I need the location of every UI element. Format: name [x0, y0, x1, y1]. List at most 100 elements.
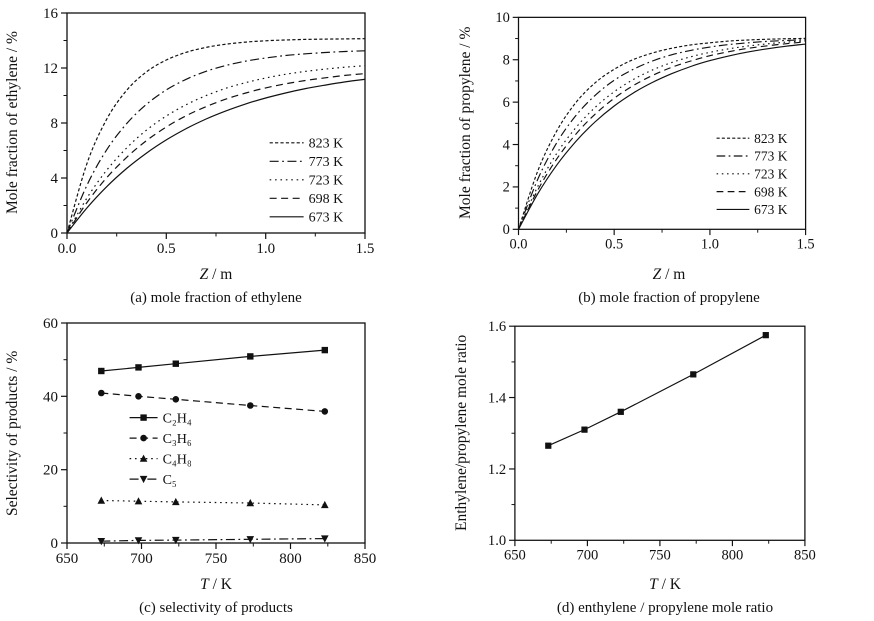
data-point-marker — [545, 442, 552, 449]
x-tick-label: 700 — [576, 548, 598, 564]
x-tick-label: 800 — [279, 551, 302, 567]
data-point-marker — [581, 426, 588, 433]
series-line-823 K — [66, 38, 366, 234]
chart-canvas-d: 650 700 750 800 850 1.0 1.2 1.4 1.6 — [488, 319, 816, 564]
data-point-marker — [247, 402, 254, 409]
panel-d: Enthylene/propylene mole ratio 650 700 750… — [437, 310, 874, 621]
data-point-marker — [172, 360, 179, 367]
series-line-Enthylene/propylene mole ratio — [548, 334, 767, 447]
data-point-marker — [321, 500, 329, 509]
y-tick-label: 2 — [503, 180, 510, 196]
series-line-773 K — [66, 50, 366, 234]
data-point-marker — [97, 538, 106, 546]
panel-caption-c: (c) selectivity of products — [139, 600, 293, 616]
y-axis-label-a: Mole fraction of ethylene / % — [4, 31, 21, 215]
x-tick-label: 800 — [721, 548, 743, 564]
series-line-823 K — [517, 37, 806, 230]
y-tick-label: 4 — [51, 171, 59, 187]
chart-canvas-c: 650 700 750 800 850 0 20 40 60 C₂H₄ C₃H₆ C₄H₈ C₅ — [43, 316, 377, 567]
y-tick-label: 4 — [503, 137, 510, 153]
y-tick-label: 40 — [43, 389, 58, 405]
data-point-marker — [98, 367, 105, 375]
data-point-marker — [247, 353, 254, 360]
panel-c: Selectivity of products / % 650 700 750 800… — [0, 310, 437, 621]
data-point-marker — [321, 408, 329, 415]
legend-marker — [140, 414, 147, 421]
x-axis-unit-c: / K — [208, 576, 232, 593]
legend: 823 K 773 K 723 K 698 K 673 K — [269, 137, 344, 226]
x-tick-label: 1.5 — [797, 237, 815, 253]
y-tick-label: 0 — [51, 536, 59, 552]
data-point-marker — [172, 396, 180, 403]
x-axis-label-a: Z / m — [67, 264, 365, 285]
y-tick-label: 12 — [43, 61, 58, 77]
series-line-C₃H₆ — [101, 392, 325, 412]
legend-label: 723 K — [754, 166, 788, 181]
data-point-marker — [246, 499, 255, 507]
y-tick-label: 8 — [51, 116, 59, 132]
x-tick-label: 650 — [504, 548, 526, 564]
plot-frame — [514, 325, 806, 541]
legend-label: 723 K — [309, 174, 344, 189]
series-line-723 K — [66, 65, 366, 234]
y-axis-label-b: Mole fraction of propylene / % — [457, 26, 474, 220]
x-axis-label-b: Z / m — [520, 264, 818, 285]
x-tick-label: 0.0 — [509, 237, 527, 253]
legend-label: C₃H₆ — [163, 432, 192, 447]
y-tick-label: 10 — [495, 10, 509, 26]
legend-label: 773 K — [309, 155, 344, 170]
y-tick-label: 1.0 — [488, 533, 506, 549]
panel-caption-a: (a) mole fraction of ethylene — [130, 290, 302, 306]
y-tick-label: 6 — [503, 95, 510, 111]
legend-label: C₄H₈ — [163, 452, 192, 467]
legend-label: C₂H₄ — [163, 411, 192, 426]
x-axis-unit-b: / m — [661, 266, 686, 283]
x-tick-label: 700 — [130, 551, 153, 567]
data-point-marker — [690, 371, 697, 378]
legend-label: 698 K — [754, 184, 788, 199]
x-axis-unit-a: / m — [208, 266, 233, 283]
panel-b-plot-row: Mole fraction of propylene / % 0.0 0.5 1.0… — [453, 0, 874, 264]
series-line-673 K — [66, 78, 366, 234]
y-tick-label: 8 — [503, 53, 510, 69]
legend-label: 773 K — [754, 149, 788, 164]
x-tick-label: 0.5 — [605, 237, 623, 253]
x-tick-label: 850 — [354, 551, 377, 567]
x-axis-unit-d: / K — [657, 576, 681, 593]
legend-label: 823 K — [754, 131, 788, 146]
x-tick-label: 0.0 — [58, 241, 77, 257]
x-axis-variable-b: Z — [652, 266, 662, 283]
data-point-marker — [617, 408, 624, 415]
data-point-marker — [97, 496, 106, 504]
y-tick-label: 1.6 — [488, 319, 506, 335]
data-point-marker — [172, 536, 180, 545]
legend-marker — [139, 454, 148, 462]
x-tick-label: 0.5 — [157, 241, 176, 257]
plot-frame — [66, 322, 366, 544]
data-point-marker — [321, 346, 328, 354]
x-axis-variable-c: T — [200, 576, 209, 593]
x-tick-label: 850 — [794, 548, 816, 564]
legend-marker — [140, 434, 147, 442]
y-tick-label: 60 — [43, 316, 58, 332]
y-axis-label-d: Enthylene/propylene mole ratio — [453, 334, 470, 532]
y-tick-label: 0 — [51, 226, 59, 242]
x-tick-label: 750 — [649, 548, 671, 564]
series-line-C₄H₈ — [101, 499, 325, 506]
x-axis-variable-a: Z — [199, 266, 209, 283]
data-point-marker — [321, 535, 329, 543]
series-line-698 K — [66, 73, 366, 234]
x-tick-label: 650 — [56, 551, 79, 567]
series-line-773 K — [517, 39, 806, 230]
x-axis-variable-d: T — [649, 576, 658, 593]
data-point-marker — [246, 536, 255, 544]
x-tick-label: 750 — [205, 551, 228, 567]
y-axis-label-c: Selectivity of products / % — [4, 350, 21, 516]
legend-label: 698 K — [309, 192, 344, 207]
x-axis-label-c: T / K — [67, 574, 365, 595]
series-line-673 K — [517, 43, 806, 230]
y-tick-label: 0 — [503, 222, 510, 238]
panel-c-plot-row: Selectivity of products / % 650 700 750 800… — [0, 310, 437, 574]
chart-canvas-b: 0.0 0.5 1.0 1.5 0 2 4 6 8 10 823 K 773 K 723 K 698 K 6… — [495, 10, 815, 253]
